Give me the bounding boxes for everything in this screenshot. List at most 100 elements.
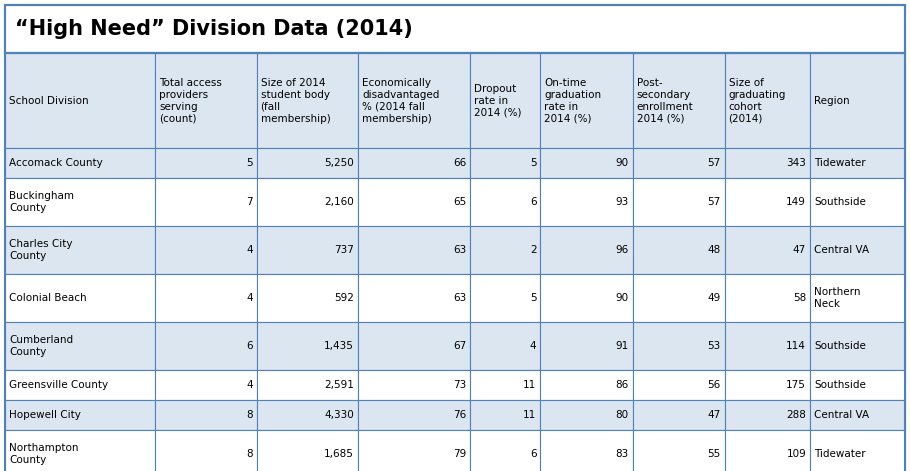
Text: 58: 58 xyxy=(793,293,806,303)
Bar xyxy=(359,226,470,274)
Bar xyxy=(155,226,257,274)
Text: Tidewater: Tidewater xyxy=(814,158,865,168)
Bar xyxy=(257,400,359,430)
Text: 4: 4 xyxy=(246,380,253,390)
Bar xyxy=(5,400,155,430)
Text: Greensville County: Greensville County xyxy=(9,380,108,390)
Text: 4: 4 xyxy=(530,341,536,351)
Text: Central VA: Central VA xyxy=(814,245,869,255)
Text: Cumberland
County: Cumberland County xyxy=(9,335,73,357)
Text: Southside: Southside xyxy=(814,380,866,390)
Bar xyxy=(155,274,257,322)
Bar xyxy=(359,430,470,471)
Text: Economically
disadvantaged
% (2014 fall
membership): Economically disadvantaged % (2014 fall … xyxy=(362,78,440,123)
Bar xyxy=(541,322,632,370)
Text: 1,435: 1,435 xyxy=(324,341,354,351)
Bar xyxy=(541,148,632,178)
Bar xyxy=(257,148,359,178)
Bar xyxy=(470,148,541,178)
Bar xyxy=(632,274,724,322)
Text: 4: 4 xyxy=(246,293,253,303)
Bar xyxy=(541,178,632,226)
Text: 4: 4 xyxy=(246,245,253,255)
Text: 57: 57 xyxy=(707,158,721,168)
Bar xyxy=(724,148,810,178)
Text: 11: 11 xyxy=(523,410,536,420)
Bar xyxy=(541,400,632,430)
Bar xyxy=(810,322,905,370)
Text: 79: 79 xyxy=(453,449,466,459)
Text: 5,250: 5,250 xyxy=(324,158,354,168)
Bar xyxy=(810,178,905,226)
Bar xyxy=(5,274,155,322)
Bar xyxy=(724,274,810,322)
Bar xyxy=(155,400,257,430)
Text: 76: 76 xyxy=(453,410,466,420)
Text: 592: 592 xyxy=(334,293,354,303)
Bar xyxy=(724,226,810,274)
Text: Total access
providers
serving
(count): Total access providers serving (count) xyxy=(159,78,222,123)
Bar xyxy=(155,430,257,471)
Text: 47: 47 xyxy=(793,245,806,255)
Bar xyxy=(5,430,155,471)
Bar xyxy=(155,370,257,400)
Bar xyxy=(632,53,724,148)
Bar xyxy=(5,370,155,400)
Text: 90: 90 xyxy=(615,158,629,168)
Bar xyxy=(810,226,905,274)
Bar xyxy=(470,226,541,274)
Bar xyxy=(632,226,724,274)
Bar xyxy=(724,322,810,370)
Text: 57: 57 xyxy=(707,197,721,207)
Bar xyxy=(724,178,810,226)
Bar xyxy=(632,370,724,400)
Bar xyxy=(541,430,632,471)
Text: 90: 90 xyxy=(615,293,629,303)
Text: 8: 8 xyxy=(246,410,253,420)
Bar xyxy=(810,274,905,322)
Text: 2: 2 xyxy=(530,245,536,255)
Bar xyxy=(724,370,810,400)
Text: 149: 149 xyxy=(786,197,806,207)
Text: Dropout
rate in
2014 (%): Dropout rate in 2014 (%) xyxy=(474,83,521,117)
Text: 96: 96 xyxy=(615,245,629,255)
Bar xyxy=(359,322,470,370)
Text: “High Need” Division Data (2014): “High Need” Division Data (2014) xyxy=(15,19,413,39)
Bar xyxy=(5,226,155,274)
Text: 80: 80 xyxy=(615,410,629,420)
Text: 67: 67 xyxy=(453,341,466,351)
Text: 5: 5 xyxy=(246,158,253,168)
Text: 175: 175 xyxy=(786,380,806,390)
Text: 86: 86 xyxy=(615,380,629,390)
Text: 109: 109 xyxy=(786,449,806,459)
Text: 56: 56 xyxy=(707,380,721,390)
Text: 48: 48 xyxy=(707,245,721,255)
Text: 91: 91 xyxy=(615,341,629,351)
Bar xyxy=(810,370,905,400)
Text: 5: 5 xyxy=(530,293,536,303)
Text: 7: 7 xyxy=(246,197,253,207)
Text: 288: 288 xyxy=(786,410,806,420)
Text: 737: 737 xyxy=(334,245,354,255)
Text: 6: 6 xyxy=(246,341,253,351)
Bar xyxy=(155,148,257,178)
Bar xyxy=(470,178,541,226)
Bar xyxy=(724,400,810,430)
Text: Buckingham
County: Buckingham County xyxy=(9,191,74,213)
Text: 47: 47 xyxy=(707,410,721,420)
Text: 65: 65 xyxy=(453,197,466,207)
Text: On-time
graduation
rate in
2014 (%): On-time graduation rate in 2014 (%) xyxy=(544,78,602,123)
Bar xyxy=(359,370,470,400)
Text: Accomack County: Accomack County xyxy=(9,158,103,168)
Bar xyxy=(257,178,359,226)
Bar xyxy=(359,274,470,322)
Bar xyxy=(632,400,724,430)
Bar xyxy=(257,274,359,322)
Text: Region: Region xyxy=(814,96,850,106)
Bar xyxy=(5,5,905,53)
Bar xyxy=(155,178,257,226)
Text: Southside: Southside xyxy=(814,341,866,351)
Bar xyxy=(5,53,155,148)
Text: Size of 2014
student body
(fall
membership): Size of 2014 student body (fall membersh… xyxy=(260,78,330,123)
Text: 2,591: 2,591 xyxy=(324,380,354,390)
